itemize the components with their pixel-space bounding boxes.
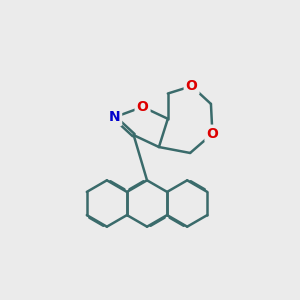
Text: N: N [109, 110, 120, 124]
Text: O: O [136, 100, 148, 114]
Text: O: O [186, 79, 197, 93]
Text: O: O [206, 127, 218, 141]
